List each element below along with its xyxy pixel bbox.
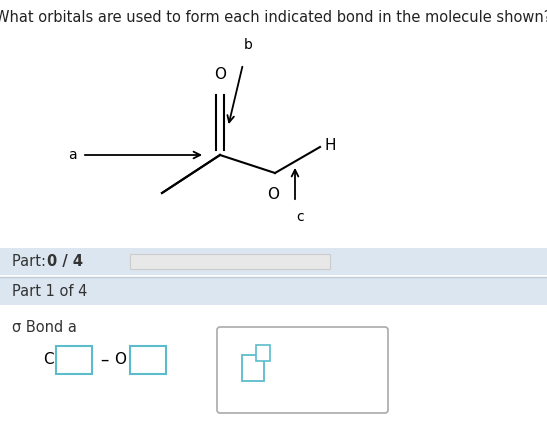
- Bar: [256, 345, 270, 361]
- Bar: [0, 305, 547, 433]
- Text: What orbitals are used to form each indicated bond in the molecule shown?: What orbitals are used to form each indi…: [0, 10, 547, 25]
- Text: O: O: [114, 352, 126, 368]
- Bar: [0, 248, 547, 275]
- Text: 0 / 4: 0 / 4: [47, 254, 83, 269]
- Text: c: c: [296, 210, 304, 224]
- Text: a: a: [68, 148, 77, 162]
- Bar: [130, 346, 166, 374]
- Bar: [130, 254, 330, 269]
- Text: σ Bond a: σ Bond a: [12, 320, 77, 335]
- Text: C: C: [43, 352, 53, 368]
- Text: Part:: Part:: [12, 254, 51, 269]
- Text: b: b: [243, 38, 252, 52]
- Bar: [242, 355, 264, 381]
- Text: O: O: [267, 187, 279, 202]
- Text: Part 1 of 4: Part 1 of 4: [12, 284, 88, 299]
- Text: –: –: [100, 351, 108, 369]
- FancyBboxPatch shape: [217, 327, 388, 413]
- Text: O: O: [214, 67, 226, 82]
- Bar: [0, 278, 547, 305]
- Bar: [56, 346, 92, 374]
- Text: H: H: [325, 138, 336, 152]
